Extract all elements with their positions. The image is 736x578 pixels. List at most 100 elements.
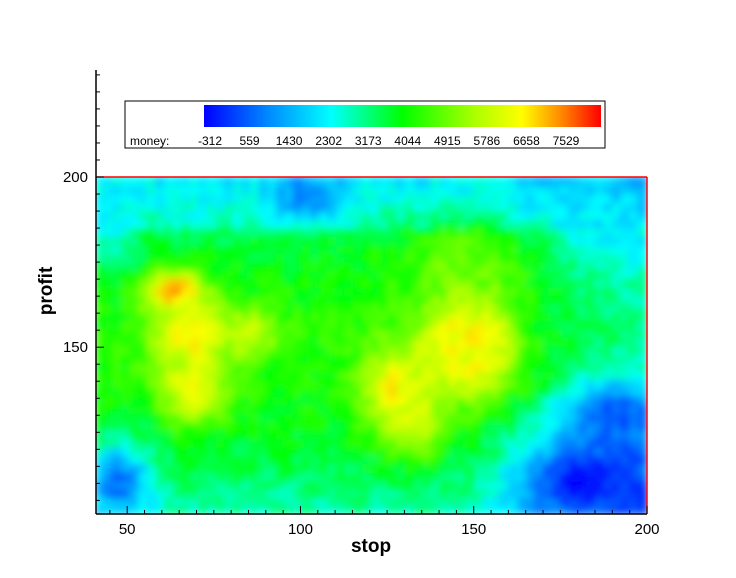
heatmap-cell: [120, 268, 132, 280]
legend-level-label: 7529: [553, 134, 580, 148]
heatmap-cell: [293, 462, 304, 473]
heatmap-cell: [96, 420, 106, 431]
heatmap-cell: [482, 319, 493, 330]
heatmap-cell: [172, 479, 184, 490]
heatmap-cell: [370, 470, 382, 482]
heatmap-cell: [559, 277, 571, 288]
heatmap-cell: [465, 319, 476, 330]
heatmap-cell: [267, 336, 278, 347]
heatmap-cell: [198, 177, 209, 187]
heatmap-cell: [344, 302, 356, 313]
heatmap-cell: [344, 218, 356, 229]
heatmap-cell: [499, 496, 511, 507]
heatmap-cell: [396, 470, 407, 482]
heatmap-cell: [215, 428, 227, 440]
heatmap-cell: [310, 319, 321, 330]
heatmap-cell: [172, 310, 184, 322]
heatmap-cell: [146, 437, 158, 448]
heatmap-cell: [413, 462, 425, 473]
heatmap-cell: [215, 352, 227, 364]
heatmap-cell: [336, 395, 347, 406]
heatmap-cell: [206, 293, 218, 305]
heatmap-cell: [344, 454, 356, 465]
heatmap-cell: [542, 310, 554, 322]
heatmap-cell: [129, 260, 140, 271]
heatmap-cell: [508, 479, 519, 490]
heatmap-cell: [293, 445, 304, 456]
heatmap-cell: [430, 268, 442, 280]
heatmap-cell: [620, 277, 631, 288]
heatmap-cell: [568, 260, 580, 271]
heatmap-cell: [275, 277, 287, 288]
heatmap-cell: [112, 403, 123, 414]
heatmap-cell: [430, 251, 442, 263]
heatmap-cell: [396, 496, 407, 507]
heatmap-cell: [129, 184, 140, 195]
heatmap-cell: [120, 462, 132, 473]
heatmap-cell: [413, 218, 425, 229]
heatmap-cell: [387, 192, 399, 204]
heatmap-cell: [628, 496, 640, 507]
heatmap-cell: [594, 319, 605, 330]
heatmap-cell: [181, 479, 192, 490]
heatmap-cell: [413, 487, 425, 499]
heatmap-cell: [430, 243, 442, 254]
heatmap-cell: [301, 437, 313, 448]
heatmap-cell: [267, 395, 278, 406]
heatmap-cell: [491, 386, 502, 397]
heatmap-cell: [559, 361, 571, 372]
heatmap-cell: [103, 293, 115, 305]
heatmap-cell: [146, 386, 158, 397]
heatmap-cell: [594, 361, 605, 372]
heatmap-cell: [250, 344, 261, 355]
heatmap-cell: [96, 496, 106, 507]
heatmap-cell: [138, 369, 149, 381]
heatmap-cell: [181, 209, 192, 221]
heatmap-cell: [120, 243, 132, 254]
heatmap-cell: [465, 470, 476, 482]
heatmap-cell: [620, 479, 631, 490]
heatmap-cell: [542, 277, 554, 288]
heatmap-cell: [344, 395, 356, 406]
heatmap-cell: [250, 285, 261, 296]
heatmap-cell: [189, 277, 201, 288]
heatmap-cell: [559, 403, 571, 414]
heatmap-cell: [620, 226, 631, 237]
heatmap-cell: [327, 496, 339, 507]
heatmap-cell: [224, 352, 235, 364]
heatmap-cell: [387, 184, 399, 195]
heatmap-cell: [482, 310, 493, 322]
heatmap-cell: [637, 462, 647, 473]
heatmap-cell: [181, 470, 192, 482]
heatmap-cell: [198, 184, 209, 195]
heatmap-cell: [361, 209, 373, 221]
heatmap-cell: [353, 327, 364, 339]
heatmap-cell: [577, 243, 588, 254]
heatmap-cell: [215, 243, 227, 254]
heatmap-cell: [499, 218, 511, 229]
heatmap-cell: [120, 437, 132, 448]
heatmap-cell: [482, 260, 493, 271]
heatmap-cell: [198, 192, 209, 204]
heatmap-cell: [637, 504, 647, 514]
heatmap-cell: [163, 302, 175, 313]
heatmap-cell: [224, 209, 235, 221]
heatmap-cell: [387, 369, 399, 381]
heatmap-cell: [516, 361, 528, 372]
heatmap-cell: [232, 352, 244, 364]
heatmap-cell: [163, 235, 175, 246]
heatmap-cell: [353, 479, 364, 490]
heatmap-cell: [353, 428, 364, 440]
heatmap-cell: [155, 293, 166, 305]
heatmap-cell: [491, 420, 502, 431]
heatmap-cell: [594, 226, 605, 237]
heatmap-cell: [155, 192, 166, 204]
heatmap-cell: [594, 209, 605, 221]
heatmap-cell: [542, 369, 554, 381]
heatmap-cell: [439, 184, 450, 195]
heatmap-cell: [120, 192, 132, 204]
heatmap-cell: [103, 235, 115, 246]
heatmap-cell: [637, 285, 647, 296]
heatmap-cell: [534, 462, 545, 473]
heatmap-cell: [413, 470, 425, 482]
